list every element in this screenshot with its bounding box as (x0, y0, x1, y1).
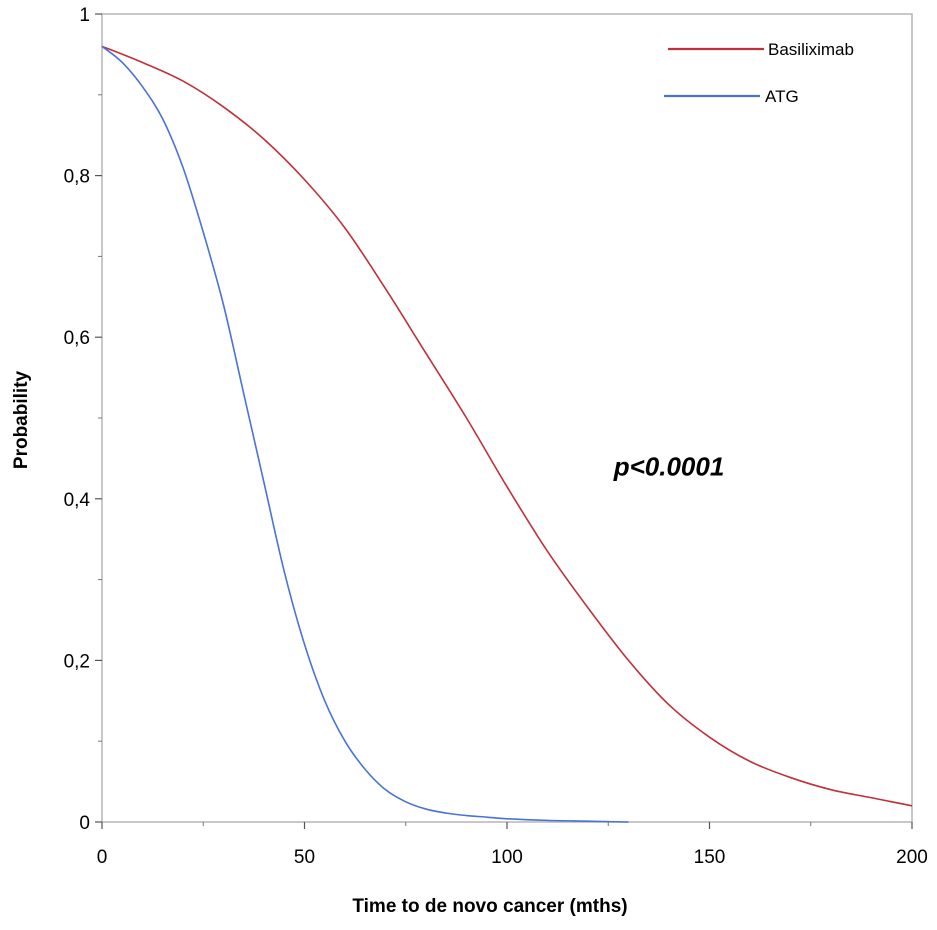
x-axis-title-box (277, 879, 707, 927)
legend: Basiliximab ATG (664, 40, 854, 106)
y-tick-label: 0,4 (64, 490, 91, 511)
series-lines (101, 45, 913, 823)
axes: 0 0,2 0,4 0,6 0,8 1 0 50 100 150 200 (64, 5, 928, 868)
legend-label-basiliximab: Basiliximab (768, 40, 854, 59)
plot-frame (101, 13, 913, 823)
x-tick-label: 0 (97, 847, 108, 868)
legend-label-atg: ATG (765, 87, 799, 106)
y-tick-label: 0,6 (64, 328, 90, 349)
y-tick-label: 0,8 (64, 167, 90, 188)
y-tick-label: 1 (79, 5, 90, 26)
y-tick-label: 0,2 (64, 651, 90, 672)
x-tick-label: 50 (294, 847, 315, 868)
y-tick-label: 0 (79, 813, 90, 834)
x-tick-label: 200 (896, 847, 928, 868)
x-tick-label: 100 (491, 847, 523, 868)
x-tick-label: 150 (694, 847, 726, 868)
x-axis-title: Time to de novo cancer (mths) (352, 896, 627, 917)
series-line-atg (101, 45, 629, 823)
y-axis-title: Probability (11, 370, 32, 469)
series-line-basiliximab (101, 45, 913, 807)
p-value-annotation: p<0.0001 (613, 451, 725, 481)
